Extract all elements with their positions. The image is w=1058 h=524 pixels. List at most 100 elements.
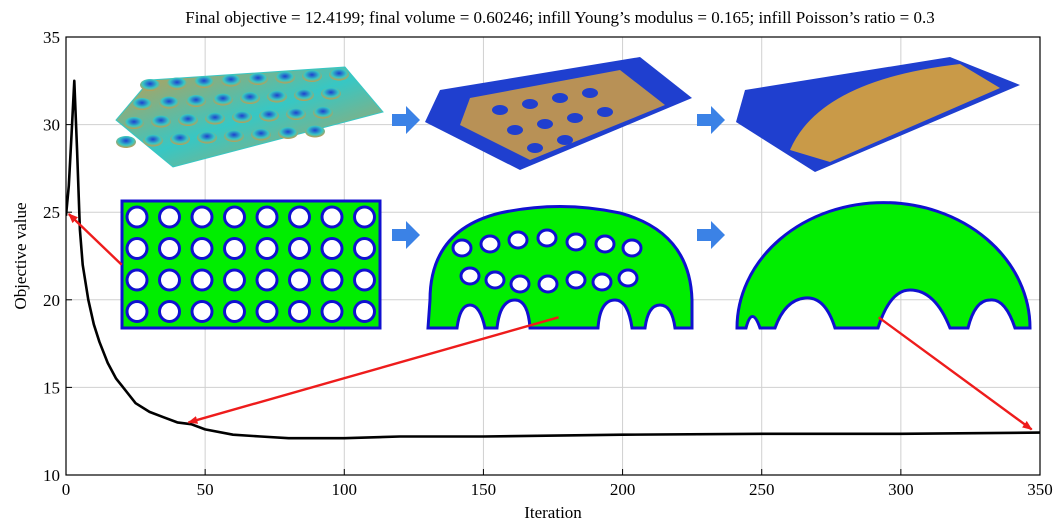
objective-series — [66, 79, 1040, 440]
dimple — [259, 109, 279, 122]
dimple — [167, 77, 187, 90]
dimple — [557, 135, 573, 145]
step-arrow-icon — [392, 106, 725, 249]
dimple — [527, 143, 543, 153]
hole — [621, 238, 643, 258]
dimple — [232, 111, 252, 123]
hole — [223, 300, 246, 323]
hole — [353, 237, 376, 260]
x-axis-label: Iteration — [524, 503, 582, 522]
x-tick-label: 350 — [1027, 480, 1053, 499]
chart-title: Final objective = 12.4199; final volume … — [185, 8, 935, 27]
final-surface-render — [736, 57, 1020, 172]
hole — [125, 205, 149, 229]
x-tick-label: 0 — [62, 480, 71, 499]
hole — [223, 268, 246, 292]
dimple — [582, 88, 598, 98]
hole — [288, 205, 311, 229]
dimple — [248, 73, 268, 85]
hole — [594, 234, 616, 254]
initial-design-layout — [120, 199, 382, 330]
dimple — [186, 95, 206, 107]
dimple — [597, 107, 613, 117]
dimple — [275, 71, 295, 84]
hole — [255, 237, 279, 260]
hole — [320, 300, 344, 323]
hole — [459, 266, 481, 286]
hole — [158, 300, 181, 323]
dimple — [302, 70, 322, 82]
y-axis-label: Objective value — [11, 202, 30, 309]
dimple — [132, 98, 152, 110]
dimple — [329, 68, 349, 81]
annotation-arrow — [877, 316, 1033, 431]
hole — [158, 268, 181, 292]
hole — [223, 205, 246, 229]
hole — [565, 232, 587, 252]
hole — [320, 237, 344, 260]
hole — [537, 274, 559, 294]
dimple — [205, 112, 225, 125]
hole — [125, 237, 149, 260]
x-axis-ticks: 0 50 100 150 200 250 300 350 — [62, 469, 1053, 499]
hole — [484, 270, 506, 290]
hole — [320, 268, 344, 292]
dimple — [267, 90, 287, 103]
annotation-arrow — [67, 213, 123, 266]
hole — [125, 300, 149, 323]
dimple — [170, 133, 190, 145]
hole — [451, 238, 473, 258]
hole — [353, 300, 376, 323]
dimple — [278, 127, 298, 139]
dimple — [213, 93, 233, 106]
y-axis-ticks: 10 15 20 25 30 35 — [43, 28, 72, 485]
dimple — [321, 87, 341, 100]
y-tick-label: 30 — [43, 116, 60, 135]
hole — [353, 268, 376, 292]
intermediate-surface-render — [425, 57, 692, 170]
dimple — [313, 106, 333, 119]
y-tick-label: 15 — [43, 378, 60, 397]
hole — [158, 237, 181, 260]
dimple — [567, 113, 583, 123]
hole — [536, 228, 558, 248]
annotation-arrow — [187, 316, 559, 424]
hole — [591, 272, 613, 292]
dimple — [178, 114, 198, 126]
hole — [479, 234, 501, 254]
x-tick-label: 300 — [888, 480, 914, 499]
hole — [288, 300, 311, 323]
dimple — [286, 108, 306, 120]
hole — [255, 205, 279, 229]
hole — [288, 268, 311, 292]
dimple — [251, 128, 271, 141]
hole — [565, 270, 587, 290]
dimple — [124, 117, 144, 129]
dimple — [305, 125, 325, 138]
hole — [190, 268, 214, 292]
hole — [617, 268, 639, 288]
dimple — [492, 105, 508, 115]
hole — [255, 300, 279, 323]
y-tick-label: 20 — [43, 291, 60, 310]
y-tick-label: 35 — [43, 28, 60, 47]
hole — [509, 274, 531, 294]
dimple — [143, 134, 163, 147]
dimple — [116, 136, 136, 148]
hole — [507, 230, 529, 250]
initial-surface-render — [115, 66, 384, 168]
hole — [190, 205, 214, 229]
hole — [353, 205, 376, 229]
intermediate-design-layout — [426, 205, 694, 330]
dimple — [221, 74, 241, 87]
series-line — [66, 79, 1040, 440]
final-design-layout — [735, 201, 1032, 330]
y-tick-label: 25 — [43, 203, 60, 222]
x-tick-label: 250 — [749, 480, 775, 499]
dimple — [224, 130, 244, 142]
hole — [190, 300, 214, 323]
dimple — [197, 131, 217, 144]
hole — [190, 237, 214, 260]
x-tick-label: 150 — [471, 480, 497, 499]
